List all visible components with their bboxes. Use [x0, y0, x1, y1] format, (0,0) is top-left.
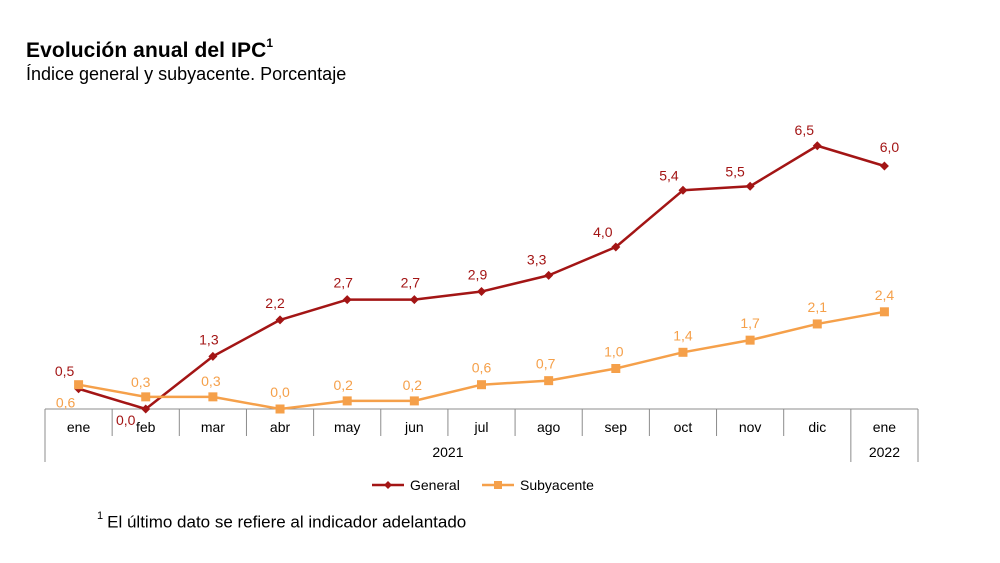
data-label: 6,5 — [795, 122, 815, 138]
data-label: 1,4 — [673, 327, 693, 343]
footnote-marker: 1 — [97, 510, 104, 522]
data-label: 1,0 — [604, 344, 624, 360]
data-point — [275, 404, 285, 414]
x-tick-label: abr — [270, 419, 291, 435]
data-label: 2,7 — [333, 275, 353, 291]
data-point — [74, 380, 84, 390]
data-label: 2,1 — [808, 299, 828, 315]
data-point — [141, 404, 151, 414]
data-point — [342, 396, 352, 406]
data-label: 3,3 — [527, 251, 547, 267]
data-label: 0,3 — [131, 374, 151, 390]
line-chart: ene feb mar abr may jun jul ago sep oct nov dic ene 2… — [44, 122, 919, 493]
series-subyacente: 0,6 0,3 0,3 0,0 0,2 0,2 0,6 0,7 1,0 1,4 1,7 2,1 2,4 — [56, 287, 895, 414]
data-point — [879, 307, 889, 317]
data-point — [745, 181, 755, 191]
data-label: 2,9 — [468, 267, 488, 283]
chart-title: Evolución anual del IPC1 — [26, 36, 274, 62]
x-tick-label: ago — [537, 419, 561, 435]
data-label: 5,4 — [659, 167, 679, 183]
data-point — [544, 376, 554, 386]
data-label: 0,7 — [536, 356, 556, 372]
data-label: 0,2 — [403, 377, 423, 393]
data-label: 0,0 — [270, 384, 290, 400]
x-tick-label: mar — [201, 419, 225, 435]
data-point — [275, 315, 285, 325]
data-point — [208, 351, 218, 361]
x-tick-label: jul — [473, 419, 488, 435]
legend-label: Subyacente — [520, 477, 594, 493]
data-label: 1,3 — [199, 331, 219, 347]
data-point — [409, 295, 419, 305]
data-point — [611, 364, 621, 373]
legend-item-general: General — [372, 477, 460, 493]
data-label: 0,2 — [333, 377, 353, 393]
data-label: 0,3 — [201, 373, 221, 389]
x-tick-label: feb — [136, 419, 156, 435]
data-label: 0,6 — [472, 360, 492, 376]
data-label: 2,2 — [265, 295, 285, 311]
x-tick-label: ene — [67, 419, 91, 435]
data-point — [141, 392, 151, 402]
x-tick-label: nov — [739, 419, 762, 435]
x-tick-label: ene — [873, 419, 897, 435]
data-point — [812, 319, 822, 329]
data-label: 0,5 — [55, 363, 75, 379]
x-tick-label: oct — [674, 419, 693, 435]
legend-marker — [384, 481, 392, 489]
legend-label: General — [410, 477, 460, 493]
data-label: 4,0 — [593, 224, 613, 240]
year-label: 2021 — [432, 444, 463, 460]
data-point — [477, 287, 486, 297]
x-tick-label: may — [334, 419, 360, 435]
title-footnote-marker: 1 — [266, 36, 274, 50]
data-label: 2,4 — [875, 287, 895, 303]
x-tick-label: jun — [404, 419, 424, 435]
data-point — [342, 295, 352, 305]
legend-item-subyacente: Subyacente — [482, 477, 594, 493]
data-label: 5,5 — [725, 163, 745, 179]
data-label: 1,7 — [740, 315, 760, 331]
series-general: 0,5 0,0 1,3 2,2 2,7 2,7 2,9 3,3 4,0 5,4 5,5 6,5 6,0 — [55, 122, 900, 428]
data-point — [611, 242, 621, 252]
data-label: 0,0 — [116, 412, 136, 428]
data-point — [544, 270, 554, 280]
data-point — [678, 347, 688, 357]
data-point — [409, 396, 419, 406]
x-tick-label: dic — [808, 419, 826, 435]
data-label: 2,7 — [401, 275, 421, 291]
year-label: 2022 — [869, 444, 900, 460]
legend-marker — [494, 481, 502, 489]
data-point — [812, 141, 822, 151]
x-tick-label: sep — [605, 419, 628, 435]
footnote: 1 El último dato se refiere al indicador … — [97, 510, 467, 532]
data-point — [477, 380, 486, 390]
data-point — [879, 161, 889, 171]
data-label: 0,6 — [56, 395, 76, 411]
data-point — [678, 185, 688, 195]
data-point — [208, 392, 218, 402]
chart-subtitle: Índice general y subyacente. Porcentaje — [26, 64, 347, 84]
data-point — [745, 335, 755, 345]
data-label: 6,0 — [880, 139, 900, 155]
